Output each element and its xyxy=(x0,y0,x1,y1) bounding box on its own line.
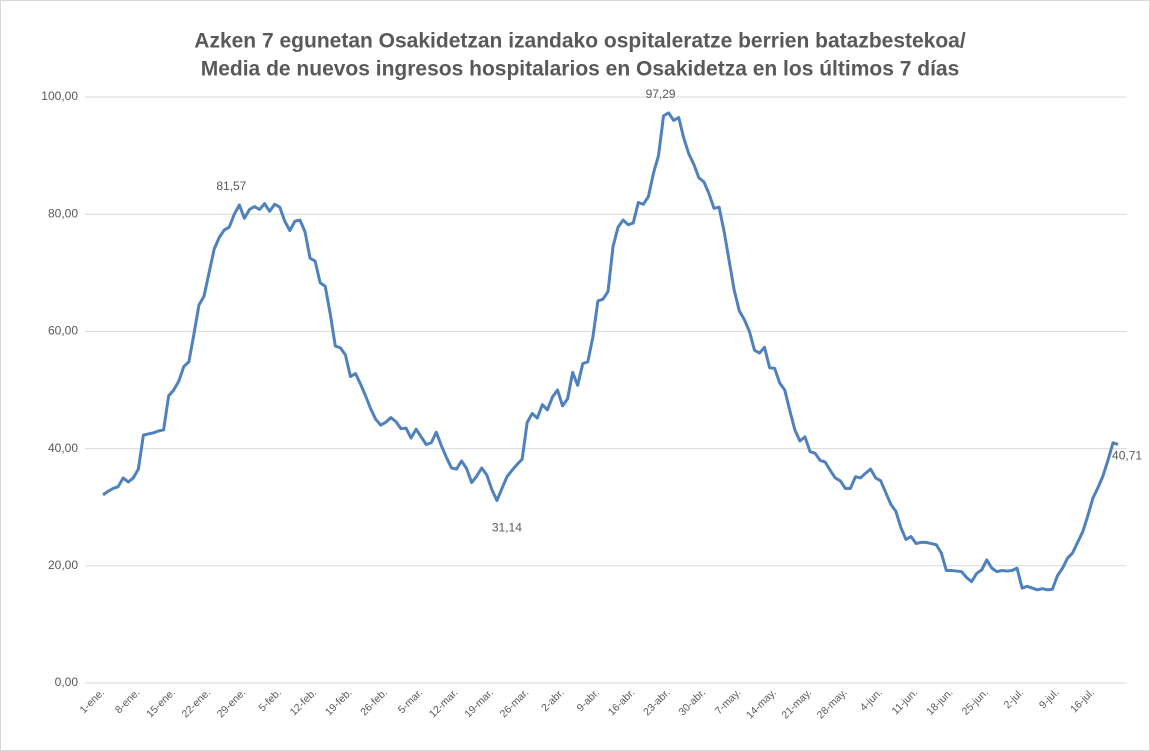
y-tick-label: 100,00 xyxy=(41,89,78,103)
data-label: 81,57 xyxy=(216,179,246,193)
y-tick-label: 0,00 xyxy=(55,675,79,689)
chart-title: Azken 7 egunetan Osakidetzan izandako os… xyxy=(194,30,966,53)
data-label: 40,71 xyxy=(1112,449,1142,463)
data-label: 31,14 xyxy=(492,521,522,535)
y-tick-label: 40,00 xyxy=(48,441,78,455)
data-line xyxy=(102,111,1119,592)
data-label: 97,29 xyxy=(646,87,676,101)
chart-title: Media de nuevos ingresos hospitalarios e… xyxy=(201,58,960,81)
y-tick-label: 80,00 xyxy=(48,206,78,220)
y-tick-label: 20,00 xyxy=(48,558,78,572)
y-tick-label: 60,00 xyxy=(48,324,78,338)
